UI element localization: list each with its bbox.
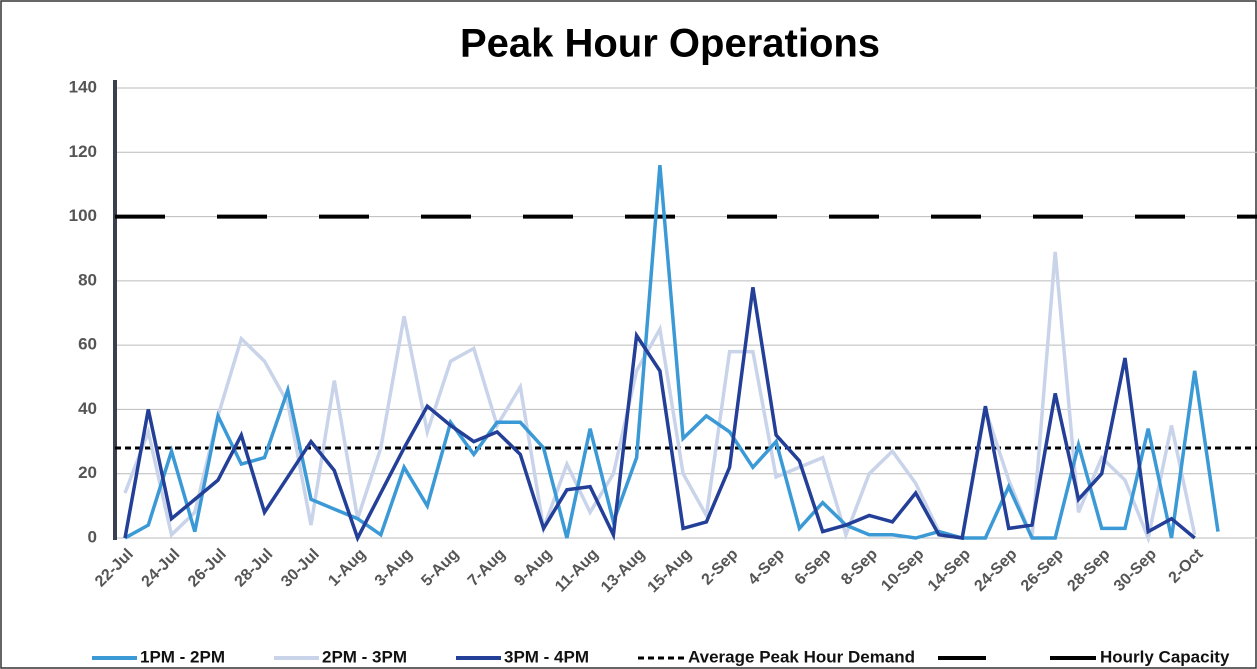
series-line [124,164,1220,540]
series-line [123,287,1196,543]
y-tick-label: 20 [78,463,97,482]
y-tick-label: 140 [69,77,97,96]
y-tick-label: 80 [78,270,97,289]
y-tick-label: 0 [88,527,97,546]
y-tick-label: 60 [78,335,97,354]
legend-label: Average Peak Hour Demand [688,647,915,666]
series-line [123,251,1197,545]
legend-label: 1PM - 2PM [140,647,225,666]
legend-label: Hourly Capacity [1100,647,1230,666]
legend-label: 3PM - 4PM [504,647,589,666]
y-tick-label: 40 [78,399,97,418]
y-tick-label: 120 [69,142,97,161]
y-tick-label: 100 [69,206,97,225]
chart-title: Peak Hour Operations [460,22,880,66]
legend-label: 2PM - 3PM [322,647,407,666]
